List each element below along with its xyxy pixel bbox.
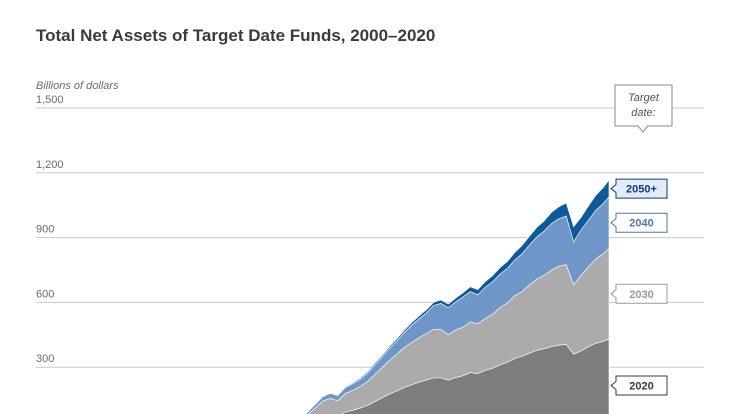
series-label-2020: 2020 <box>610 375 668 396</box>
area-series-2020 <box>340 338 610 414</box>
legend-title-line-1: Target <box>628 92 660 104</box>
series-label-box <box>610 212 668 233</box>
legend-title-callout: Target date: <box>614 84 673 133</box>
y-tick-label-900: 900 <box>36 224 54 236</box>
series-end-labels: 2020 2030 2040 2050+ <box>610 178 668 396</box>
y-tick-label-1200: 1,200 <box>36 159 64 171</box>
series-label-box <box>610 283 668 304</box>
y-tick-label-1500: 1,500 <box>36 94 64 106</box>
series-label-2030: 2030 <box>610 283 668 304</box>
y-tick-label-300: 300 <box>36 353 54 365</box>
series-label-box <box>610 178 668 199</box>
series-label-text: 2030 <box>629 289 653 301</box>
series-label-text: 2020 <box>629 381 653 393</box>
y-tick-label-600: 600 <box>36 288 54 300</box>
legend-title-line-2: date: <box>631 107 655 119</box>
y-axis-unit-label: Billions of dollars <box>36 80 119 92</box>
stacked-areas <box>305 179 610 414</box>
legend-title-box <box>614 84 673 133</box>
series-label-text: 2050+ <box>626 184 657 196</box>
series-label-2050plus: 2050+ <box>610 178 668 199</box>
series-label-text: 2040 <box>629 218 653 230</box>
series-label-box <box>610 375 668 396</box>
chart-title: Total Net Assets of Target Date Funds, 2… <box>36 26 436 45</box>
series-label-2040: 2040 <box>610 212 668 233</box>
